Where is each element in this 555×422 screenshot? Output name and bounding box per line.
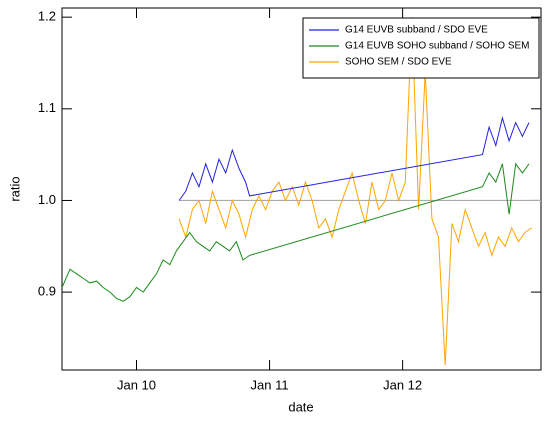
legend-box xyxy=(302,17,540,79)
legend-label: G14 EUVB SOHO subband / SOHO SEM xyxy=(345,41,530,52)
y-tick-label: 1.2 xyxy=(38,9,56,24)
y-tick-label: 1.0 xyxy=(38,192,56,207)
legend-label: SOHO SEM / SDO EVE xyxy=(345,57,452,68)
series-line xyxy=(62,162,530,302)
y-tick-label: 0.9 xyxy=(38,284,56,299)
x-tick-label: Jan 11 xyxy=(251,377,289,392)
legend-label: G14 EUVB subband / SDO EVE xyxy=(345,25,488,36)
x-tick-label: Jan 10 xyxy=(117,377,156,392)
series-line xyxy=(178,116,530,201)
series-line xyxy=(178,17,532,366)
x-axis-label: date xyxy=(288,399,313,414)
x-tick-label: Jan 12 xyxy=(383,377,422,392)
y-tick-label: 1.1 xyxy=(38,100,56,115)
y-axis-label: ratio xyxy=(7,176,22,201)
plot-frame xyxy=(61,7,542,371)
plot-area xyxy=(62,17,541,366)
